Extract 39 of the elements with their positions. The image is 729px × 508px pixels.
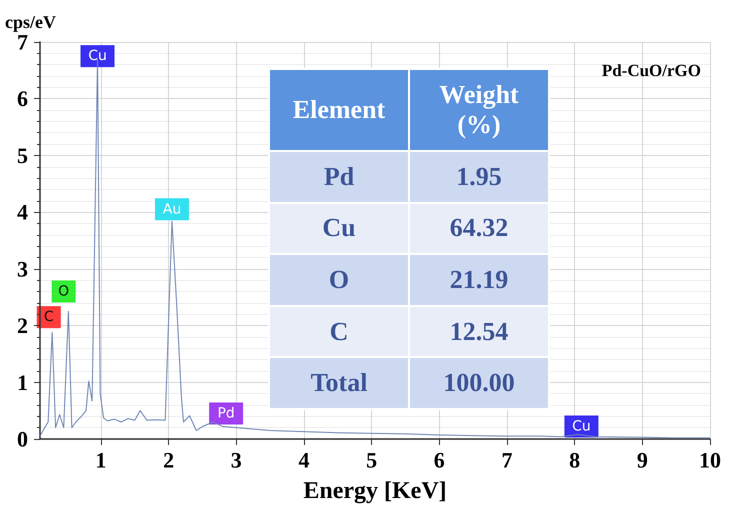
annotation: Au xyxy=(162,201,182,218)
x-tick-label: 6 xyxy=(434,448,445,472)
text: 64.32 xyxy=(450,213,508,242)
annotation: Cu xyxy=(88,48,107,64)
x-tick-label: 2 xyxy=(163,448,174,472)
annotation: Pd-CuO/rGO xyxy=(602,61,702,80)
text: 12.54 xyxy=(450,316,508,346)
annotation: C xyxy=(44,309,54,326)
x-tick-label: 5 xyxy=(366,448,378,472)
x-tick-label: 1 xyxy=(95,448,106,472)
x-tick-label: 3 xyxy=(230,448,242,472)
y-axis-title: cps/eV xyxy=(5,12,56,32)
x-tick-label: 9 xyxy=(636,448,648,472)
x-tick-label: 4 xyxy=(298,448,310,472)
x-tick-label: 7 xyxy=(501,448,512,472)
x-tick-label: 10 xyxy=(699,448,721,472)
text: 21.19 xyxy=(450,264,508,294)
text: 100.00 xyxy=(443,368,515,398)
category-label: Cu xyxy=(269,202,409,254)
category-label: C xyxy=(269,306,409,358)
category-label: O xyxy=(269,254,409,306)
y-tick-label: 3 xyxy=(17,256,28,282)
y-tick-label: 6 xyxy=(17,86,28,112)
y-tick-label: 0 xyxy=(17,426,28,452)
category-label: Total xyxy=(269,357,409,409)
annotation: O xyxy=(58,284,70,300)
annotation: Pd xyxy=(217,405,235,422)
annotation: Cu xyxy=(572,418,591,435)
text: Weight (%) xyxy=(409,69,549,151)
category-label: Pd xyxy=(269,151,409,203)
y-tick-label: 7 xyxy=(17,30,28,54)
y-tick-label: 4 xyxy=(17,200,28,225)
y-tick-label: 5 xyxy=(17,142,28,168)
text: Element xyxy=(269,69,409,151)
x-tick-label: 8 xyxy=(569,448,580,472)
y-tick-label: 2 xyxy=(17,313,28,338)
y-tick-label: 1 xyxy=(17,370,28,395)
x-axis-title: Energy [KeV] xyxy=(303,478,447,504)
text: 1.95 xyxy=(456,162,502,191)
